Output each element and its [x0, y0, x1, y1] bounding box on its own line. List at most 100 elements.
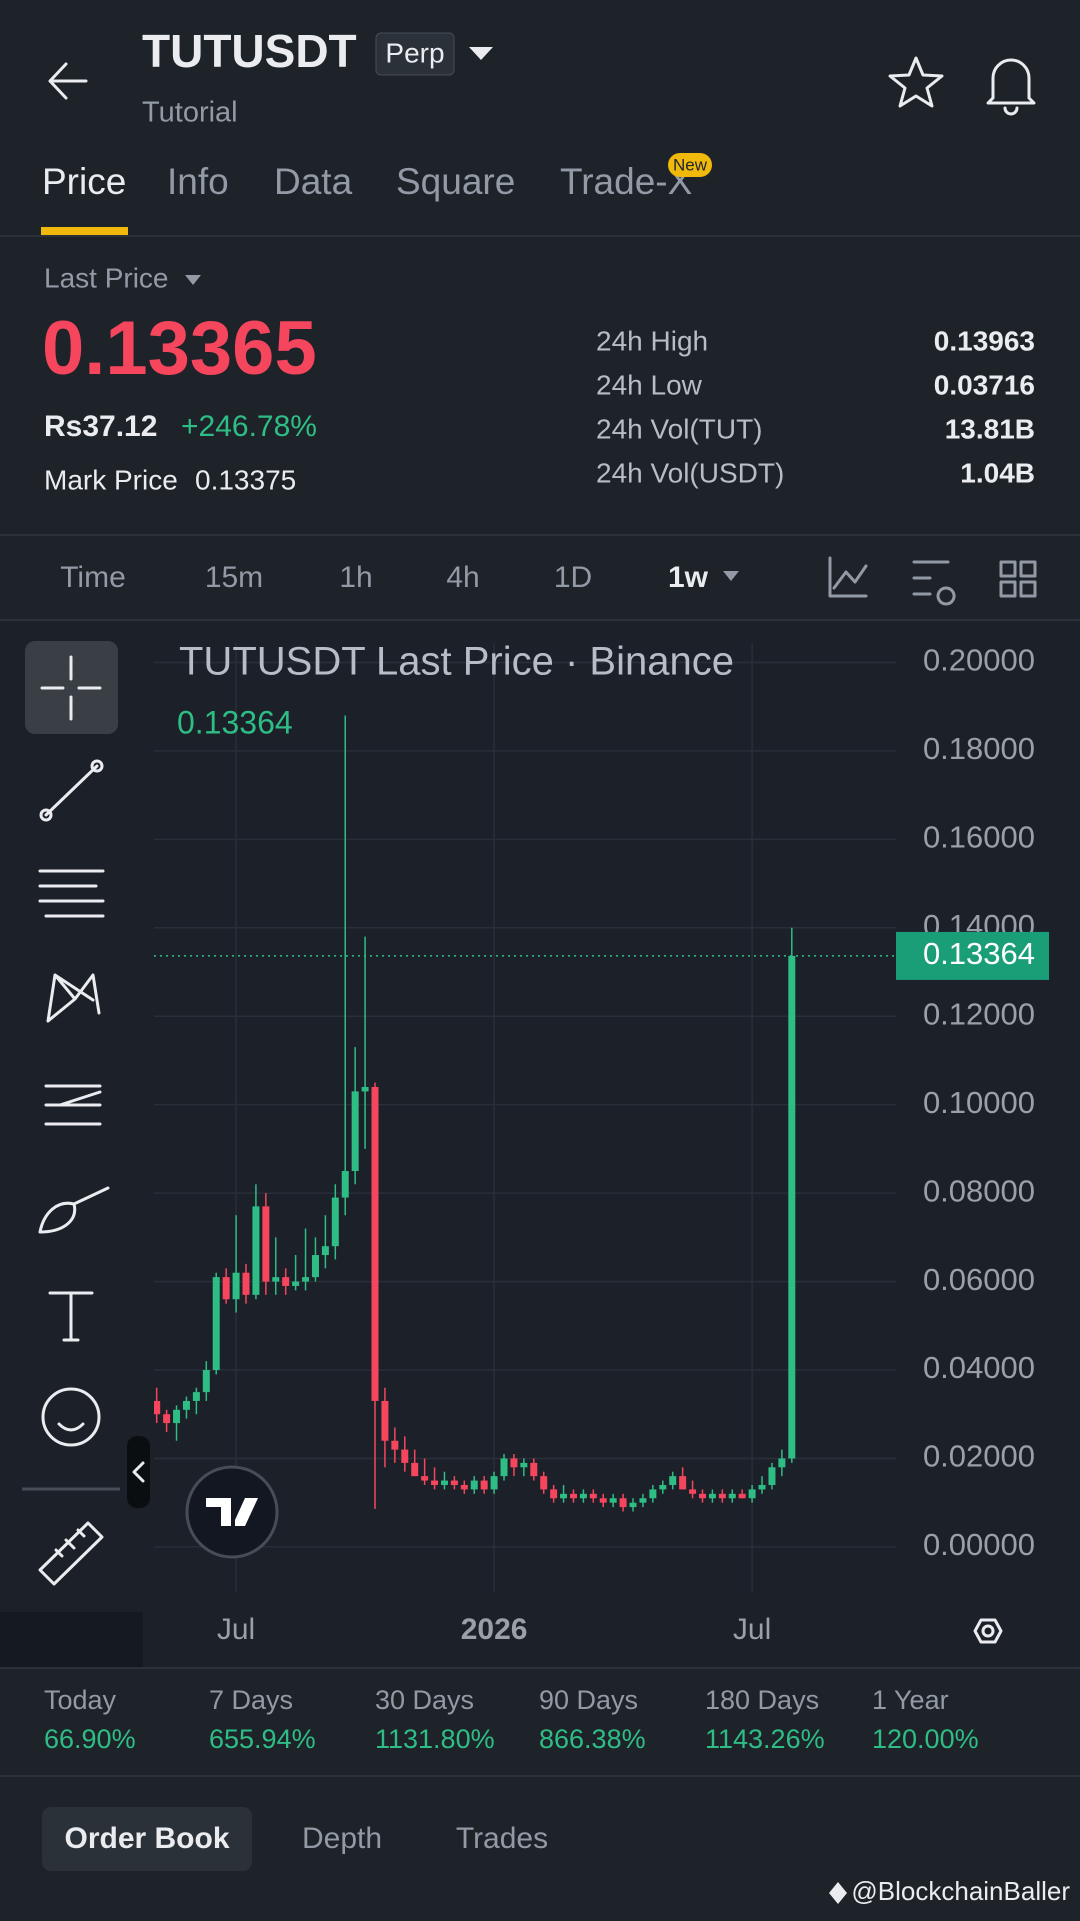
- y-tick-label: 0.10000: [923, 1085, 1035, 1120]
- candle-body: [679, 1476, 687, 1490]
- period-label: 1 Year: [872, 1685, 949, 1715]
- candle-body: [282, 1277, 290, 1286]
- candle-body: [232, 1272, 240, 1300]
- stat-label: 24h Low: [596, 369, 703, 400]
- tool-handle: [39, 808, 53, 822]
- candle-body: [490, 1476, 498, 1490]
- pattern-tool[interactable]: [46, 973, 101, 1023]
- interval[interactable]: 4h: [446, 561, 479, 594]
- collapse-toolbar[interactable]: [127, 1436, 150, 1508]
- fib-tool[interactable]: [38, 869, 105, 918]
- period-change: 866.38%: [539, 1724, 646, 1754]
- interval[interactable]: Time: [60, 561, 126, 594]
- candle-body: [212, 1277, 220, 1371]
- candle-body: [758, 1484, 766, 1490]
- period-change: 120.00%: [872, 1724, 979, 1754]
- text-tool[interactable]: [48, 1291, 94, 1342]
- emoji-tool[interactable]: [41, 1387, 101, 1447]
- x-tick-label: 2026: [461, 1613, 528, 1646]
- tab[interactable]: Square: [396, 161, 515, 202]
- candle-body: [639, 1498, 647, 1503]
- x-tick-label: Jul: [217, 1613, 255, 1646]
- candle-body: [510, 1458, 518, 1468]
- y-tick-label: 0.02000: [923, 1439, 1035, 1474]
- price-type-dropdown[interactable]: [185, 275, 201, 285]
- interval-bar: Time 15m 1h 4h 1D 1w: [60, 561, 708, 594]
- subtitle: Tutorial: [142, 97, 238, 129]
- tab[interactable]: Price: [42, 161, 126, 202]
- watermark-logo: [829, 1882, 847, 1904]
- local-price: Rs37.12: [44, 410, 157, 443]
- last-price-tag: [896, 931, 1049, 980]
- candle-body: [649, 1489, 657, 1499]
- active-book-tab: [42, 1807, 252, 1871]
- candle-body: [619, 1498, 627, 1508]
- favorite-button[interactable]: [888, 56, 944, 108]
- candle-body: [689, 1489, 697, 1494]
- candle-body: [411, 1462, 419, 1477]
- candle-body: [698, 1493, 706, 1499]
- book-tabs: Order Book Depth Trades: [64, 1822, 548, 1855]
- y-tick-label: 0.06000: [923, 1262, 1035, 1297]
- candle-body: [788, 955, 796, 1459]
- symbol-dropdown[interactable]: [469, 47, 493, 60]
- stat-value: 13.81B: [945, 413, 1035, 444]
- alert-button[interactable]: [986, 58, 1036, 116]
- interval-dropdown[interactable]: [723, 571, 739, 581]
- candle-body: [560, 1493, 568, 1499]
- candle-body: [401, 1449, 409, 1463]
- period-change: 1131.80%: [375, 1724, 495, 1754]
- performance: Today 66.90% 7 Days 655.94% 30 Days 1131.80% 9…: [44, 1685, 979, 1754]
- candle-body: [579, 1493, 587, 1499]
- trendline-tool[interactable]: [44, 764, 99, 817]
- candle-body: [659, 1484, 667, 1490]
- tradingview-logo: [185, 1465, 279, 1559]
- indicator-button[interactable]: [828, 556, 868, 598]
- crosshair-tool[interactable]: [25, 641, 118, 734]
- price-change: +246.78%: [181, 410, 317, 443]
- interval[interactable]: 1h: [339, 561, 372, 594]
- book-tab[interactable]: Depth: [302, 1822, 382, 1855]
- chart-title: TUTUSDT Last Price · Binance: [179, 640, 734, 684]
- book-tab[interactable]: Trades: [456, 1822, 548, 1855]
- layout-button[interactable]: [999, 560, 1037, 598]
- tab[interactable]: Info: [167, 161, 229, 202]
- chart-settings-button[interactable]: [912, 560, 956, 606]
- stat-value: 0.13963: [934, 325, 1035, 356]
- candle-body: [272, 1277, 280, 1282]
- interval[interactable]: 1w: [668, 561, 709, 594]
- candle-body: [708, 1493, 716, 1499]
- stat-value: 0.03716: [934, 369, 1035, 400]
- interval[interactable]: 1D: [554, 561, 592, 594]
- candle-body: [154, 1400, 161, 1415]
- mark-price-label: Mark Price: [44, 464, 178, 495]
- period-label: Today: [44, 1685, 117, 1715]
- candle-body: [609, 1498, 617, 1503]
- prediction-tool[interactable]: [44, 1084, 102, 1126]
- brush-tool[interactable]: [38, 1186, 110, 1234]
- interval[interactable]: 15m: [205, 561, 263, 594]
- measure-tool[interactable]: [38, 1521, 104, 1586]
- book-tab[interactable]: Order Book: [64, 1822, 229, 1855]
- stats: 24h High 0.13963 24h Low 0.03716 24h Vol(TUT…: [596, 325, 1035, 488]
- period-label: 90 Days: [539, 1685, 638, 1715]
- candle-body: [222, 1277, 230, 1300]
- tab[interactable]: Data: [274, 161, 353, 202]
- candle-body: [778, 1458, 786, 1468]
- y-tick-label: 0.18000: [923, 731, 1035, 766]
- candle-body: [351, 1091, 359, 1172]
- candle-body: [163, 1414, 171, 1424]
- back-button[interactable]: [48, 62, 88, 100]
- axis-settings-button[interactable]: [973, 1618, 1003, 1644]
- stat-value: 1.04B: [960, 457, 1035, 488]
- candle-body: [540, 1476, 548, 1490]
- candle-body: [450, 1480, 458, 1485]
- candle-body: [202, 1370, 210, 1393]
- perp-label: Perp: [385, 37, 444, 68]
- period-change: 655.94%: [209, 1724, 316, 1754]
- y-tick-label: 0.04000: [923, 1350, 1035, 1385]
- candle-body: [738, 1493, 746, 1499]
- candle-body: [311, 1255, 319, 1278]
- new-badge-label: New: [673, 155, 708, 174]
